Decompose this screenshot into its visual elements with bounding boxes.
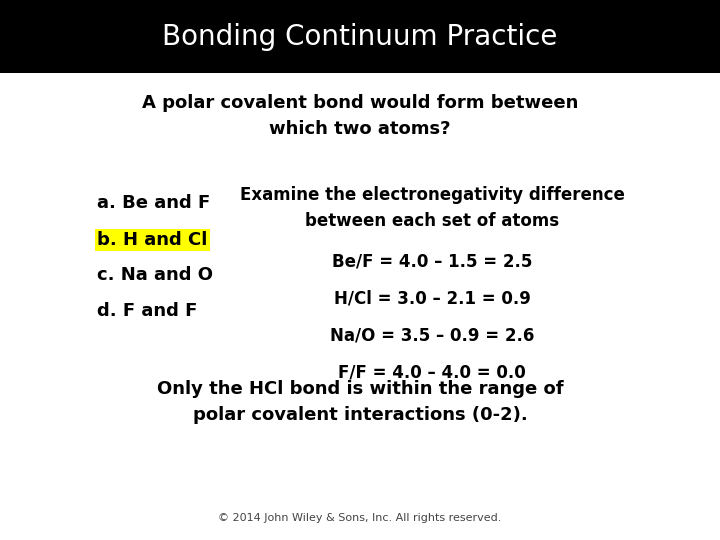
Text: Be/F = 4.0 – 1.5 = 2.5: Be/F = 4.0 – 1.5 = 2.5 xyxy=(332,253,532,271)
Text: Na/O = 3.5 – 0.9 = 2.6: Na/O = 3.5 – 0.9 = 2.6 xyxy=(330,326,534,345)
Text: a. Be and F: a. Be and F xyxy=(97,193,210,212)
Text: H/Cl = 3.0 – 2.1 = 0.9: H/Cl = 3.0 – 2.1 = 0.9 xyxy=(333,289,531,308)
Text: d. F and F: d. F and F xyxy=(97,301,197,320)
Text: Only the HCl bond is within the range of
polar covalent interactions (0-2).: Only the HCl bond is within the range of… xyxy=(157,380,563,424)
Text: Examine the electronegativity difference
between each set of atoms: Examine the electronegativity difference… xyxy=(240,186,624,230)
FancyBboxPatch shape xyxy=(0,0,720,73)
Text: b. H and Cl: b. H and Cl xyxy=(97,231,207,249)
Text: A polar covalent bond would form between
which two atoms?: A polar covalent bond would form between… xyxy=(142,94,578,138)
Text: F/F = 4.0 – 4.0 = 0.0: F/F = 4.0 – 4.0 = 0.0 xyxy=(338,363,526,381)
Text: c. Na and O: c. Na and O xyxy=(97,266,213,285)
Text: © 2014 John Wiley & Sons, Inc. All rights reserved.: © 2014 John Wiley & Sons, Inc. All right… xyxy=(218,514,502,523)
Text: Bonding Continuum Practice: Bonding Continuum Practice xyxy=(162,23,558,51)
